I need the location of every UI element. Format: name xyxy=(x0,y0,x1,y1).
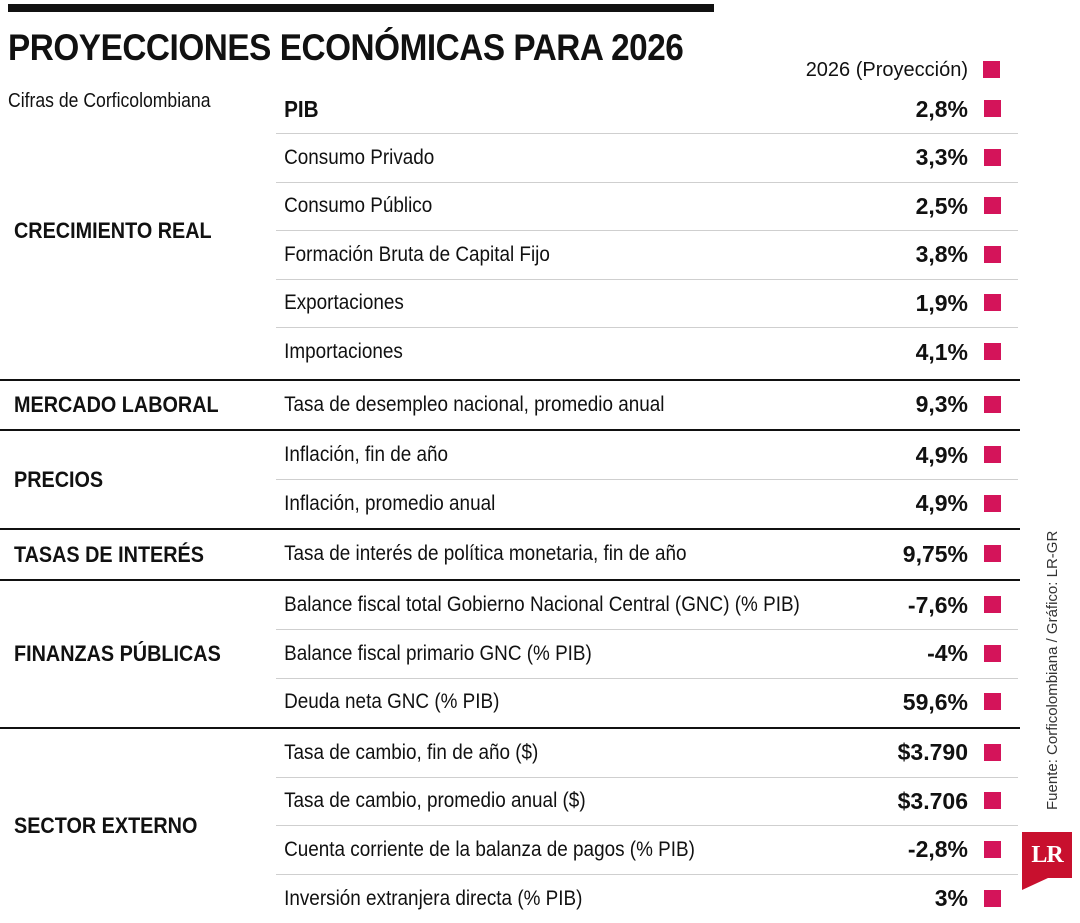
row-label: Cuenta corriente de la balanza de pagos … xyxy=(284,837,695,861)
row-label: Exportaciones xyxy=(284,291,404,315)
row-value: -4% xyxy=(927,640,968,667)
table-row: Deuda neta GNC (% PIB) 59,6% xyxy=(276,678,1018,726)
subtitle: Cifras de Corficolombiana xyxy=(8,90,211,112)
table-row: Tasa de cambio, fin de año ($) $3.790 xyxy=(276,729,1018,778)
row-value: 3% xyxy=(934,885,968,912)
row-label: Importaciones xyxy=(284,340,403,363)
legend-square-icon xyxy=(984,644,1001,662)
row-label: Tasa de cambio, fin de año ($) xyxy=(284,740,539,764)
table-row: Inflación, promedio anual 4,9% xyxy=(276,480,1018,528)
row-label: Inflación, fin de año xyxy=(284,443,449,467)
legend-square-icon xyxy=(984,245,1001,263)
table-row: Consumo Público 2,5% xyxy=(276,182,1018,232)
legend-square-icon xyxy=(984,294,1001,312)
row-label: Inversión extranjera directa (% PIB) xyxy=(284,886,583,910)
table-row: Tasa de interés de política monetaria, f… xyxy=(276,530,1018,578)
category-group: FINANZAS PÚBLICAS Balance fiscal total Go… xyxy=(0,579,1020,727)
row-value: 4,9% xyxy=(915,441,968,468)
row-label: Balance fiscal primario GNC (% PIB) xyxy=(284,641,592,665)
row-value: 2,8% xyxy=(915,95,968,122)
row-value: -7,6% xyxy=(907,591,968,618)
row-value: 1,9% xyxy=(915,289,968,316)
row-label: PIB xyxy=(284,95,319,122)
row-value: 2,5% xyxy=(915,192,968,219)
category-text: CRECIMIENTO REAL xyxy=(14,217,212,243)
row-value: $3.706 xyxy=(897,787,968,814)
legend-square-icon xyxy=(984,343,1001,360)
row-value: 4,1% xyxy=(915,338,968,365)
category-label: FINANZAS PÚBLICAS xyxy=(14,581,274,727)
category-label: MERCADO LABORAL xyxy=(14,381,274,430)
category-text: SECTOR EXTERNO xyxy=(14,812,198,838)
category-label: TASAS DE INTERÉS xyxy=(14,530,274,579)
legend-square-icon xyxy=(984,596,1001,613)
legend-square-icon xyxy=(984,693,1001,711)
category-text: FINANZAS PÚBLICAS xyxy=(14,640,221,666)
legend-square-icon xyxy=(984,197,1001,215)
lr-logo: LR xyxy=(1022,832,1072,878)
category-label: SECTOR EXTERNO xyxy=(14,729,274,923)
category-text: MERCADO LABORAL xyxy=(14,391,219,417)
row-label: Formación Bruta de Capital Fijo xyxy=(284,242,550,266)
row-label: Inflación, promedio anual xyxy=(284,491,496,515)
table-row: Balance fiscal total Gobierno Nacional C… xyxy=(276,581,1018,630)
category-group: SECTOR EXTERNO Tasa de cambio, fin de año… xyxy=(0,726,1020,923)
category-text: PRECIOS xyxy=(14,466,104,492)
table-row: Formación Bruta de Capital Fijo 3,8% xyxy=(276,231,1018,280)
category-group: TASAS DE INTERÉS Tasa de interés de polít… xyxy=(0,528,1020,579)
table-row: Importaciones 4,1% xyxy=(276,328,1018,376)
projections-table: CRECIMIENTO REAL PIB 2,8% Consumo Privado 3,… xyxy=(0,85,1020,911)
row-label: Balance fiscal total Gobierno Nacional C… xyxy=(284,593,800,616)
column-header: 2026 (Proyección) xyxy=(805,59,968,81)
page-title: PROYECCIONES ECONÓMICAS PARA 2026 xyxy=(8,27,684,68)
category-group: CRECIMIENTO REAL PIB 2,8% Consumo Privado 3,… xyxy=(0,85,1020,377)
row-label: Consumo Público xyxy=(284,194,433,218)
legend-square-icon xyxy=(983,61,1000,78)
source-credit: Fuente: Corficolombiana / Gráfico: LR-GR xyxy=(1044,530,1061,810)
row-label: Tasa de cambio, promedio anual ($) xyxy=(284,789,586,813)
table-row: Tasa de desempleo nacional, promedio anu… xyxy=(276,381,1018,429)
table-row: PIB 2,8% xyxy=(276,85,1018,134)
row-label: Tasa de interés de política monetaria, f… xyxy=(284,542,687,566)
row-label: Deuda neta GNC (% PIB) xyxy=(284,690,500,714)
table-row: Consumo Privado 3,3% xyxy=(276,134,1018,183)
row-value: -2,8% xyxy=(907,836,968,863)
category-group: PRECIOS Inflación, fin de año 4,9% Inflació… xyxy=(0,429,1020,528)
lr-logo-tail xyxy=(1022,878,1048,890)
legend-square-icon xyxy=(984,100,1001,117)
legend-square-icon xyxy=(984,395,1001,413)
category-group: MERCADO LABORAL Tasa de desempleo naciona… xyxy=(0,378,1020,430)
legend-square-icon xyxy=(984,545,1001,563)
row-value: 3,3% xyxy=(915,144,968,171)
table-row: Tasa de cambio, promedio anual ($) $3.706 xyxy=(276,777,1018,827)
table-row: Inflación, fin de año 4,9% xyxy=(276,431,1018,481)
legend-square-icon xyxy=(984,148,1001,166)
table-row: Inversión extranjera directa (% PIB) 3% xyxy=(276,875,1018,923)
row-value: 9,3% xyxy=(915,391,968,418)
row-value: $3.790 xyxy=(897,739,968,766)
table-row: Cuenta corriente de la balanza de pagos … xyxy=(276,826,1018,875)
row-label: Consumo Privado xyxy=(284,145,435,169)
category-text: TASAS DE INTERÉS xyxy=(14,541,204,567)
row-value: 3,8% xyxy=(915,241,968,268)
row-value: 59,6% xyxy=(902,688,968,715)
top-rule xyxy=(8,4,714,12)
legend-square-icon xyxy=(984,840,1001,858)
legend-square-icon xyxy=(984,494,1001,512)
category-label: CRECIMIENTO REAL xyxy=(14,85,274,377)
category-label: PRECIOS xyxy=(14,431,274,528)
row-value: 9,75% xyxy=(902,540,968,567)
row-value: 4,9% xyxy=(915,490,968,517)
table-row: Exportaciones 1,9% xyxy=(276,279,1018,329)
table-row: Balance fiscal primario GNC (% PIB) -4% xyxy=(276,630,1018,679)
legend-square-icon xyxy=(984,889,1001,907)
row-label: Tasa de desempleo nacional, promedio anu… xyxy=(284,392,665,416)
legend-square-icon xyxy=(984,446,1001,464)
legend-square-icon xyxy=(984,743,1001,761)
legend-square-icon xyxy=(984,792,1001,810)
